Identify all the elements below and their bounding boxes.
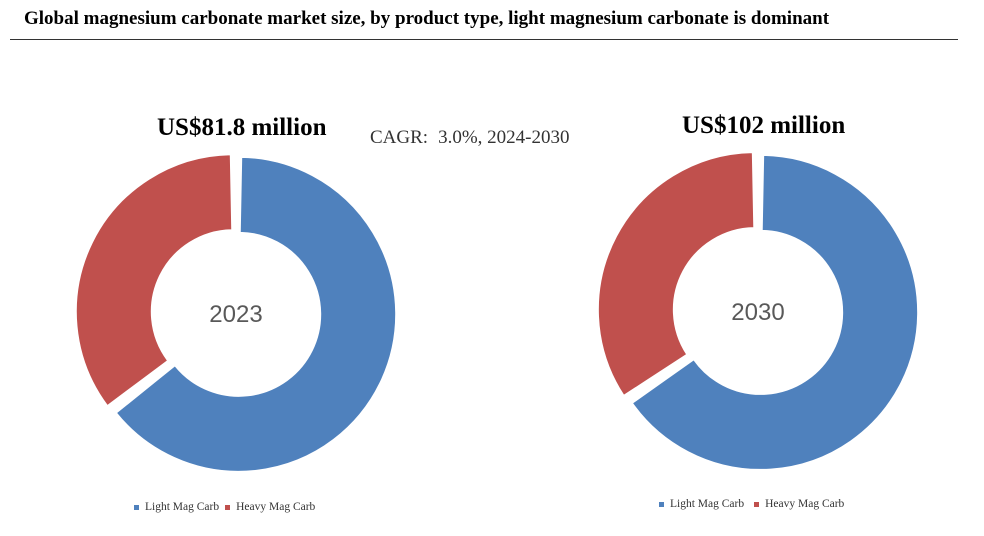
legend-swatch-light [659,501,664,507]
legend-item-light: Light Mag Carb [134,501,219,513]
cagr-annotation: CAGR: 3.0%, 2024-2030 [370,127,569,149]
legend-2030: Light Mag Carb Heavy Mag Carb [659,498,854,510]
legend-item-heavy: Heavy Mag Carb [754,498,844,510]
donut-center-year-2023: 2023 [209,301,262,328]
legend-swatch-heavy [225,504,231,510]
cagr-label: CAGR: [370,127,429,148]
title-divider [10,39,958,40]
legend-2023: Light Mag Carb Heavy Mag Carb [134,501,325,513]
donut-slice-heavy-2030 [597,152,755,397]
legend-label-light: Light Mag Carb [670,498,745,510]
total-label-2030: US$102 million [682,112,846,139]
legend-item-light: Light Mag Carb [659,498,744,510]
total-label-2023: US$81.8 million [157,114,327,141]
donut-slice-light-2023 [115,156,397,472]
legend-swatch-heavy [754,501,760,507]
legend-label-heavy: Heavy Mag Carb [765,498,845,510]
chart-title: Global magnesium carbonate market size, … [24,8,830,29]
donut-slice-heavy-2023 [75,154,233,407]
donut-center-year-2030: 2030 [731,299,784,326]
legend-label-heavy: Heavy Mag Carb [236,501,316,513]
legend-item-heavy: Heavy Mag Carb [225,501,315,513]
legend-swatch-light [134,504,139,510]
cagr-value: 3.0%, 2024-2030 [438,127,570,148]
legend-label-light: Light Mag Carb [145,501,220,513]
donut-slice-light-2030 [631,154,919,470]
